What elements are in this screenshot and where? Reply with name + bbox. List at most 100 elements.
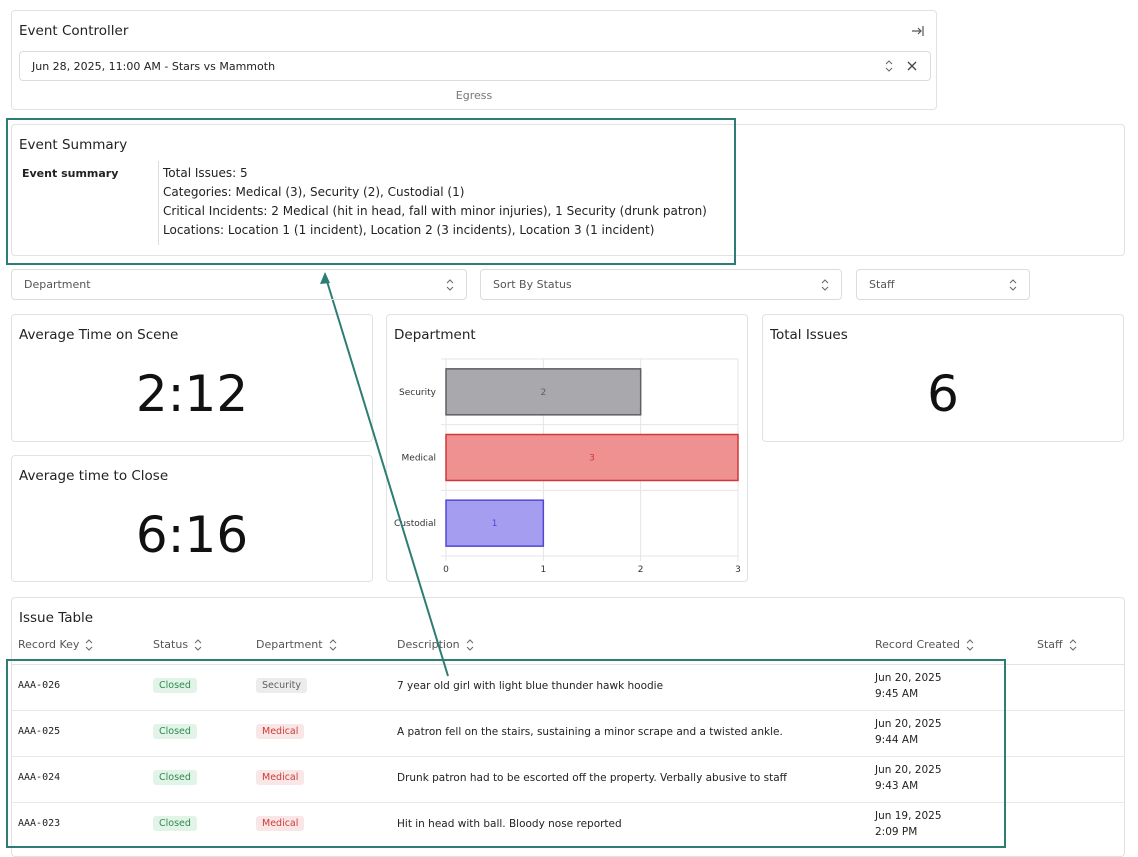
metric-value: 6:16 <box>135 506 249 564</box>
metric-value: 2:12 <box>135 365 249 423</box>
description: Hit in head with ball. Bloody nose repor… <box>397 818 622 830</box>
column-header[interactable]: Record Key <box>18 638 93 651</box>
selected-event: Jun 28, 2025, 11:00 AM - Stars vs Mammot… <box>32 59 276 73</box>
sort-icon <box>1009 278 1017 291</box>
record-key: AAA-026 <box>18 680 61 691</box>
sort-icon <box>446 278 454 291</box>
column-header-text: Description <box>397 638 460 651</box>
sort-icon <box>194 638 202 651</box>
filter-select[interactable]: Staff <box>856 269 1030 300</box>
y-tick-label: Security <box>399 388 437 398</box>
x-tick-label: 0 <box>443 565 449 575</box>
divider <box>158 161 159 245</box>
x-tick-label: 2 <box>638 565 644 575</box>
column-header[interactable]: Status <box>153 638 202 651</box>
column-header-text: Record Key <box>18 638 80 651</box>
x-tick-label: 1 <box>540 565 546 575</box>
description: A patron fell on the stairs, sustaining … <box>397 726 783 738</box>
badge-cell: Closed <box>153 724 197 739</box>
filter-select[interactable]: Department <box>11 269 467 300</box>
record-key: AAA-024 <box>18 772 61 783</box>
sort-icon <box>466 638 474 651</box>
metric-title: Average Time on Scene <box>19 327 179 343</box>
column-header[interactable]: Staff <box>1037 638 1077 651</box>
status-badge: Closed <box>153 816 197 831</box>
badge-cell: Medical <box>256 724 305 739</box>
created-time: 9:43 AM <box>875 780 919 792</box>
badge-cell: Medical <box>256 770 305 785</box>
created-date: Jun 19, 2025 <box>875 810 942 822</box>
status-badge: Closed <box>153 770 197 785</box>
created-time: 2:09 PM <box>875 826 918 838</box>
card-title: Event Summary <box>19 137 128 153</box>
filter-label: Department <box>24 278 91 291</box>
card-title: Event Controller <box>19 23 129 39</box>
summary-line: Categories: Medical (3), Security (2), C… <box>163 185 465 199</box>
event-select[interactable]: Jun 28, 2025, 11:00 AM - Stars vs Mammot… <box>19 51 931 81</box>
sort-icon <box>966 638 974 651</box>
select-icons <box>885 60 917 72</box>
record-key: AAA-025 <box>18 726 61 737</box>
x-tick-label: 3 <box>735 565 741 575</box>
summary-line: Total Issues: 5 <box>163 166 248 180</box>
sort-icon <box>329 638 336 651</box>
bar <box>445 433 739 482</box>
department-badge: Medical <box>256 724 305 739</box>
bar <box>445 368 642 416</box>
filter-select[interactable]: Sort By Status <box>480 269 842 300</box>
metric-value: 6 <box>927 365 959 423</box>
bar <box>445 499 545 547</box>
description: Drunk patron had to be escorted off the … <box>397 772 787 784</box>
summary-label: Event summary <box>22 167 119 180</box>
chart-card: Department 0 1 2 3 Security 2 Medical 3 Custodia… <box>386 314 748 582</box>
column-header-text: Department <box>256 638 323 651</box>
filter-label: Staff <box>869 278 895 291</box>
row-divider <box>11 710 1125 711</box>
column-header-text: Status <box>153 638 189 651</box>
record-key: AAA-023 <box>18 818 61 829</box>
row-divider <box>11 802 1125 803</box>
status-badge: Closed <box>153 724 197 739</box>
department-badge: Security <box>256 678 308 693</box>
event-controller-card: Event Controller Jun 28, 2025, 11:00 AM … <box>11 10 937 110</box>
badge-cell: Closed <box>153 816 197 831</box>
summary-line: Critical Incidents: 2 Medical (hit in he… <box>163 204 707 218</box>
metric-card: Average Time on Scene 2:12 <box>11 314 373 442</box>
data-label: 2 <box>540 388 546 398</box>
created-time: 9:45 AM <box>875 688 919 700</box>
status-badge: Closed <box>153 678 197 693</box>
metric-card: Average time to Close 6:16 <box>11 455 373 582</box>
created-date: Jun 20, 2025 <box>875 672 942 684</box>
created-date: Jun 20, 2025 <box>875 718 942 730</box>
collapse-button[interactable] <box>911 25 925 37</box>
chart: 0 1 2 3 Security 2 Medical 3 Custodial 1 <box>394 358 741 575</box>
description: 7 year old girl with light blue thunder … <box>397 680 664 692</box>
header-divider <box>11 664 1125 665</box>
column-header[interactable]: Record Created <box>875 638 974 651</box>
column-header[interactable]: Description <box>397 638 474 651</box>
row-divider <box>11 756 1125 757</box>
summary-line: Locations: Location 1 (1 incident), Loca… <box>163 223 655 237</box>
table-title: Issue Table <box>19 610 94 626</box>
phase-label: Egress <box>455 89 493 102</box>
data-label: 1 <box>492 519 498 529</box>
created-date: Jun 20, 2025 <box>875 764 942 776</box>
y-tick-label: Medical <box>402 454 436 464</box>
badge-cell: Closed <box>153 678 197 693</box>
metric-title: Total Issues <box>770 327 848 343</box>
badge-cell: Security <box>256 678 308 693</box>
column-header-text: Record Created <box>875 638 961 651</box>
department-badge: Medical <box>256 816 305 831</box>
sort-icon <box>821 278 829 291</box>
badge-cell: Closed <box>153 770 197 785</box>
filter-label: Sort By Status <box>493 278 572 291</box>
badge-cell: Medical <box>256 816 305 831</box>
created-time: 9:44 AM <box>875 734 919 746</box>
column-header-text: Staff <box>1037 638 1063 651</box>
sort-icon <box>1069 638 1076 651</box>
sort-icon <box>86 638 93 651</box>
metric-card: Total Issues 6 <box>762 314 1124 442</box>
column-header[interactable]: Department <box>256 638 337 651</box>
data-label: 3 <box>589 454 595 464</box>
